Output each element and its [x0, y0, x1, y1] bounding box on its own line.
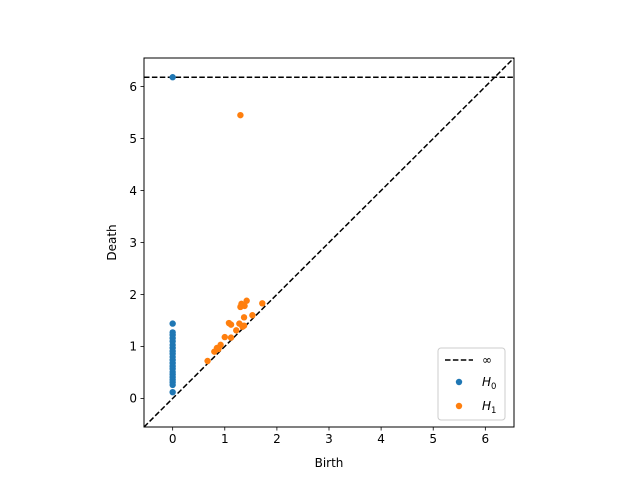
point-h0	[169, 388, 176, 396]
y-tick-label: 1	[129, 340, 137, 354]
x-tick-label: 3	[325, 432, 333, 446]
x-tick-label: 2	[273, 432, 281, 446]
plot-area	[144, 58, 514, 427]
legend-subscript: 0	[491, 382, 496, 392]
x-tick-label: 1	[221, 432, 229, 446]
y-tick-label: 4	[129, 184, 137, 198]
point-h0	[169, 320, 176, 327]
plot-marks	[144, 58, 514, 427]
point-h1	[227, 334, 235, 341]
point-h1	[233, 327, 240, 334]
y-tick-label: 5	[129, 132, 137, 146]
point-h1	[249, 312, 256, 319]
axes: 0 1 2 3 4 5 6 0 1 2 3 4 5 6	[129, 57, 515, 446]
point-h1	[227, 321, 235, 328]
series-h1	[204, 111, 266, 365]
x-tick-label: 4	[377, 432, 385, 446]
point-h1	[237, 111, 244, 119]
legend-subscript: 1	[491, 406, 496, 416]
point-h1	[240, 322, 248, 329]
point-h1	[259, 300, 266, 307]
y-tick-label: 6	[129, 80, 137, 94]
legend-box	[437, 347, 506, 421]
point-h1	[243, 297, 250, 304]
diagonal-line	[144, 58, 514, 427]
series-h0	[169, 74, 176, 396]
y-tick-label: 3	[129, 236, 137, 250]
x-axis-label: Birth	[315, 456, 344, 470]
y-tick-label: 0	[129, 392, 137, 406]
x-tick-label: 0	[169, 432, 177, 446]
legend-h0-swatch	[455, 378, 463, 386]
x-tick-label: 5	[429, 432, 437, 446]
y-axis-label: Death	[105, 224, 119, 260]
legend-infinity-label: ∞	[482, 353, 492, 367]
point-h1	[237, 303, 244, 311]
point-h1	[211, 348, 218, 355]
point-h1	[221, 333, 228, 341]
point-h0	[169, 74, 176, 81]
point-h1	[240, 314, 248, 321]
x-tick-label: 6	[482, 432, 490, 446]
legend-h1-swatch	[455, 402, 463, 410]
point-h1	[204, 357, 211, 365]
point-h0	[169, 381, 176, 389]
y-tick-label: 2	[129, 288, 137, 302]
